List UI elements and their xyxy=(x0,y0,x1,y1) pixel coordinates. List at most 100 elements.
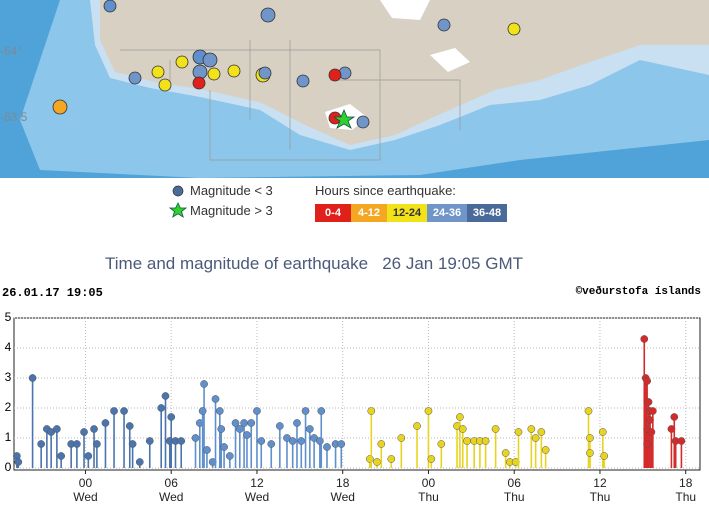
marker xyxy=(677,437,686,445)
marker xyxy=(643,377,651,385)
map-quakes xyxy=(52,0,521,129)
legend-bin: 24-36 xyxy=(427,204,467,222)
timestamp: 26.01.17 19:05 xyxy=(2,286,103,300)
marker xyxy=(667,425,676,433)
x-tick-label: 00 Thu xyxy=(418,476,439,504)
map-border xyxy=(0,178,709,182)
marker xyxy=(644,398,653,406)
marker xyxy=(120,407,128,415)
legend-markers xyxy=(168,185,188,218)
marker xyxy=(646,416,654,424)
credit: ©veðurstofa íslands xyxy=(575,286,701,298)
glacier xyxy=(380,0,430,20)
marker xyxy=(458,425,467,433)
marker xyxy=(145,437,154,445)
marker xyxy=(541,446,550,454)
marker xyxy=(641,374,650,382)
y-tick-label: 3 xyxy=(5,370,12,384)
x-tick-label: 12 Thu xyxy=(589,476,611,504)
land xyxy=(100,0,709,145)
marker xyxy=(198,407,207,415)
series xyxy=(191,380,346,468)
marker xyxy=(305,425,314,433)
marker xyxy=(57,452,66,460)
marker xyxy=(301,407,310,415)
marker xyxy=(283,434,291,442)
marker xyxy=(67,440,76,448)
marker xyxy=(506,458,514,466)
marker xyxy=(231,419,240,427)
series xyxy=(366,407,609,468)
marker xyxy=(288,437,297,445)
marker xyxy=(73,440,81,448)
marker xyxy=(43,425,51,433)
marker xyxy=(195,419,204,427)
marker xyxy=(586,434,594,442)
legend-bin: 36-48 xyxy=(467,204,507,222)
marker xyxy=(253,407,261,415)
marker xyxy=(157,404,166,412)
marker xyxy=(373,458,381,466)
marker xyxy=(397,434,406,442)
marker xyxy=(247,419,256,427)
marker xyxy=(413,422,421,430)
marker xyxy=(191,434,200,442)
marker xyxy=(110,407,118,415)
marker xyxy=(215,407,224,415)
y-tick-label: 5 xyxy=(5,310,12,324)
marker xyxy=(128,440,137,448)
legend-title: Hours since earthquake: xyxy=(315,183,456,198)
marker xyxy=(586,449,594,457)
y-tick-label: 2 xyxy=(5,400,12,414)
marker xyxy=(646,407,654,415)
marker xyxy=(28,374,37,382)
marker xyxy=(456,413,464,421)
marker xyxy=(225,452,234,460)
marker xyxy=(470,437,479,445)
marker xyxy=(598,428,607,436)
marker xyxy=(366,455,374,463)
marker xyxy=(331,440,340,448)
marker xyxy=(217,425,226,433)
series xyxy=(13,374,186,468)
marker xyxy=(463,437,471,445)
marker xyxy=(514,428,523,436)
marker xyxy=(240,419,248,427)
x-tick-label: 18 Wed xyxy=(330,476,355,504)
plot-area xyxy=(13,317,701,471)
marker xyxy=(37,440,46,448)
series xyxy=(640,335,686,468)
marker xyxy=(643,440,651,448)
marker xyxy=(453,422,461,430)
marker xyxy=(323,443,331,451)
marker xyxy=(297,437,306,445)
marker xyxy=(293,419,301,427)
marker xyxy=(367,407,376,415)
marker xyxy=(531,434,540,442)
x-tick-label: 06 Thu xyxy=(503,476,525,504)
marker xyxy=(211,395,220,403)
marker xyxy=(315,437,324,445)
legend-bin: 4-12 xyxy=(351,204,387,222)
marker xyxy=(53,425,61,433)
x-tick-label: 12 Wed xyxy=(244,476,270,504)
marker xyxy=(647,428,656,436)
marker xyxy=(527,425,536,433)
marker xyxy=(275,422,284,430)
marker xyxy=(171,437,180,445)
marker xyxy=(600,452,609,460)
marker xyxy=(177,437,186,445)
marker xyxy=(387,455,396,463)
marker xyxy=(501,449,510,457)
legend-bin: 0-4 xyxy=(315,204,351,222)
marker xyxy=(310,434,318,442)
map: -64° -63.5 xyxy=(0,0,709,182)
marker xyxy=(511,458,520,466)
marker xyxy=(317,407,326,415)
marker xyxy=(220,443,228,451)
marker xyxy=(670,413,679,421)
y-tick-label: 4 xyxy=(5,340,12,354)
marker xyxy=(640,335,649,343)
marker xyxy=(47,428,56,436)
x-tick-label: 00 Wed xyxy=(73,476,98,504)
